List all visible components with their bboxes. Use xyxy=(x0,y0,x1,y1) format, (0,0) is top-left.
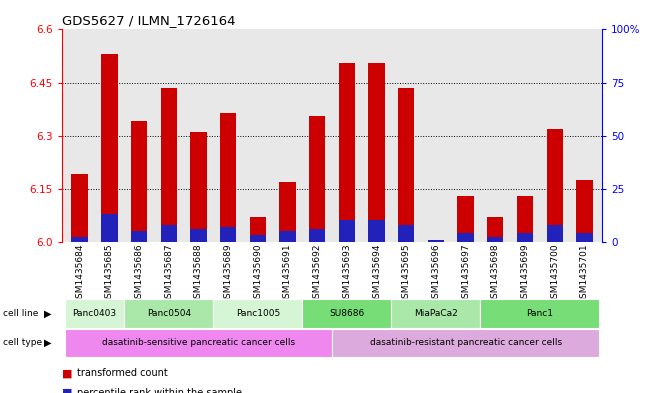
Text: GSM1435694: GSM1435694 xyxy=(372,243,381,304)
Bar xyxy=(302,299,391,327)
Bar xyxy=(428,240,444,242)
Text: cell type: cell type xyxy=(3,338,42,347)
Text: Panc1: Panc1 xyxy=(526,309,553,318)
Bar xyxy=(124,299,214,327)
Text: GSM1435699: GSM1435699 xyxy=(521,243,529,304)
Bar xyxy=(309,116,326,242)
Bar xyxy=(131,231,147,242)
Bar xyxy=(65,329,332,357)
Bar xyxy=(220,112,236,242)
Text: transformed count: transformed count xyxy=(77,368,167,378)
Bar xyxy=(65,299,124,327)
Bar xyxy=(72,237,88,242)
Text: GSM1435690: GSM1435690 xyxy=(253,243,262,304)
Bar xyxy=(339,220,355,242)
Bar xyxy=(214,299,302,327)
Text: GDS5627 / ILMN_1726164: GDS5627 / ILMN_1726164 xyxy=(62,14,236,27)
Text: GSM1435689: GSM1435689 xyxy=(223,243,232,304)
Text: percentile rank within the sample: percentile rank within the sample xyxy=(77,388,242,393)
Bar xyxy=(487,237,503,242)
Text: dasatinib-resistant pancreatic cancer cells: dasatinib-resistant pancreatic cancer ce… xyxy=(370,338,562,347)
Text: GSM1435688: GSM1435688 xyxy=(194,243,203,304)
Bar xyxy=(458,196,474,242)
Text: Panc1005: Panc1005 xyxy=(236,309,280,318)
Text: ■: ■ xyxy=(62,368,72,378)
Text: GSM1435684: GSM1435684 xyxy=(75,243,84,304)
Bar xyxy=(398,225,415,242)
Text: ▶: ▶ xyxy=(44,309,52,318)
Text: GSM1435696: GSM1435696 xyxy=(432,243,441,304)
Bar xyxy=(368,63,385,242)
Bar xyxy=(339,63,355,242)
Bar xyxy=(101,54,118,242)
Bar xyxy=(101,214,118,242)
Bar xyxy=(576,180,592,242)
Text: Panc0403: Panc0403 xyxy=(72,309,117,318)
Bar xyxy=(576,233,592,242)
Bar xyxy=(279,231,296,242)
Text: GSM1435698: GSM1435698 xyxy=(491,243,500,304)
Text: GSM1435697: GSM1435697 xyxy=(461,243,470,304)
Bar xyxy=(161,225,177,242)
Text: MiaPaCa2: MiaPaCa2 xyxy=(414,309,458,318)
Bar xyxy=(190,229,206,242)
Text: ■: ■ xyxy=(62,388,72,393)
Bar xyxy=(279,182,296,242)
Bar xyxy=(517,196,533,242)
Bar xyxy=(190,132,206,242)
Bar xyxy=(72,174,88,242)
Bar xyxy=(391,299,480,327)
Text: Panc0504: Panc0504 xyxy=(146,309,191,318)
Bar xyxy=(458,233,474,242)
Bar xyxy=(368,220,385,242)
Text: SU8686: SU8686 xyxy=(329,309,365,318)
Bar xyxy=(487,217,503,242)
Text: GSM1435692: GSM1435692 xyxy=(312,243,322,304)
Text: GSM1435695: GSM1435695 xyxy=(402,243,411,304)
Text: GSM1435687: GSM1435687 xyxy=(164,243,173,304)
Text: cell line: cell line xyxy=(3,309,38,318)
Bar xyxy=(546,225,563,242)
Text: GSM1435701: GSM1435701 xyxy=(580,243,589,304)
Text: dasatinib-sensitive pancreatic cancer cells: dasatinib-sensitive pancreatic cancer ce… xyxy=(102,338,295,347)
Text: GSM1435686: GSM1435686 xyxy=(135,243,143,304)
Text: GSM1435685: GSM1435685 xyxy=(105,243,114,304)
Bar xyxy=(249,235,266,242)
Text: GSM1435693: GSM1435693 xyxy=(342,243,352,304)
Bar xyxy=(546,129,563,242)
Text: GSM1435700: GSM1435700 xyxy=(550,243,559,304)
Bar xyxy=(398,88,415,242)
Text: ▶: ▶ xyxy=(44,338,52,348)
Bar xyxy=(332,329,599,357)
Bar xyxy=(517,233,533,242)
Bar xyxy=(480,299,599,327)
Text: GSM1435691: GSM1435691 xyxy=(283,243,292,304)
Bar xyxy=(161,88,177,242)
Bar xyxy=(309,229,326,242)
Bar xyxy=(131,121,147,242)
Bar xyxy=(249,217,266,242)
Bar xyxy=(220,227,236,242)
